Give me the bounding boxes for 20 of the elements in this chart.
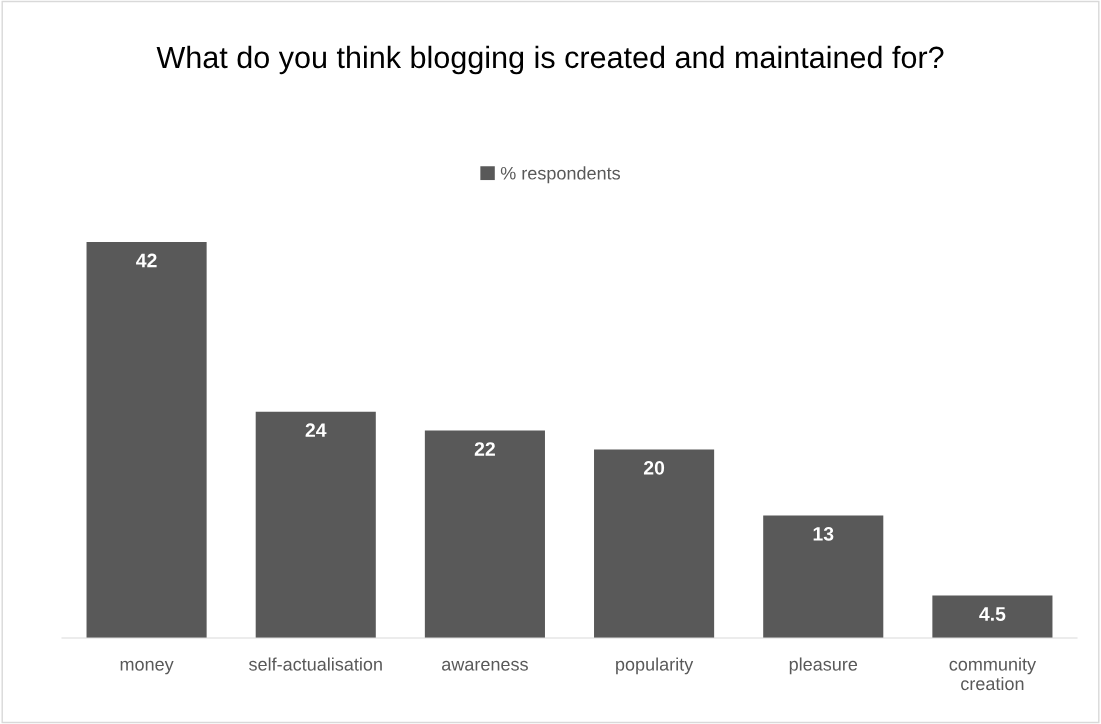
bar [932, 595, 1053, 638]
legend-label: % respondents [500, 166, 621, 184]
x-tick-label: pleasure [789, 657, 858, 675]
bar [594, 449, 715, 638]
data-label: 42 [136, 253, 157, 268]
x-tick-label: awareness [442, 660, 528, 671]
data-label: 13 [813, 526, 834, 541]
bar [424, 430, 545, 638]
x-tick-label: popularity [616, 657, 694, 675]
x-tick-label: money [120, 660, 174, 675]
data-label: 4.5 [979, 607, 1006, 621]
bar [86, 242, 207, 638]
x-tick-label: self-actualisation [249, 657, 382, 671]
x-tick-label: community creation [949, 657, 1037, 691]
chart-title: What do you think blogging is created and maintained for? [156, 45, 944, 75]
bar [255, 411, 376, 638]
data-label: 22 [474, 442, 495, 456]
data-label: 24 [305, 423, 327, 437]
data-label: 20 [643, 460, 665, 475]
bar [763, 515, 884, 638]
